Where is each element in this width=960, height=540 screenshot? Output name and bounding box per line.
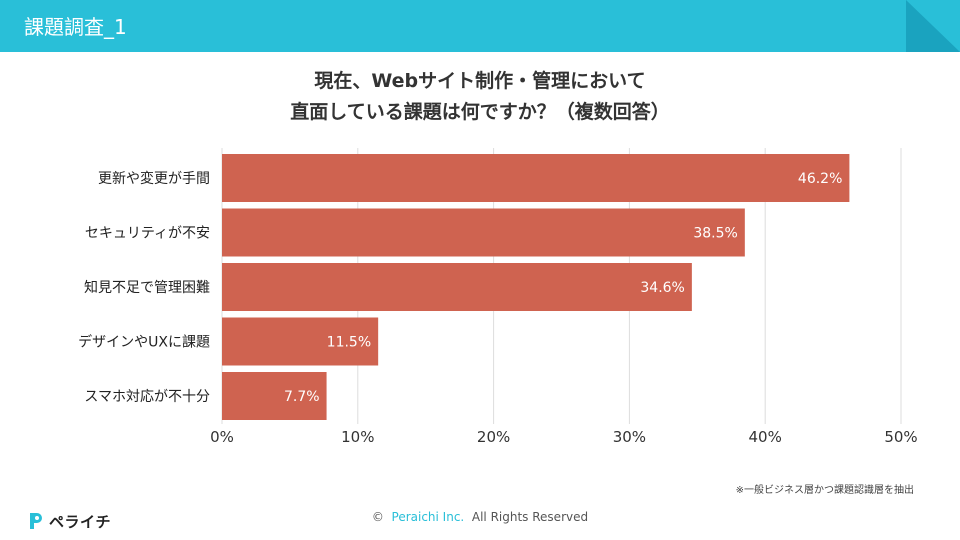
bar — [222, 154, 850, 202]
x-tick-label: 0% — [210, 428, 234, 446]
copyright-symbol: © — [371, 510, 384, 524]
chart-title-line-2: 直面している課題は何ですか？（複数回答） — [290, 101, 670, 123]
peraichi-p-icon — [30, 513, 42, 529]
category-label: スマホ対応が不十分 — [84, 389, 210, 405]
x-tick-label: 20% — [477, 428, 510, 446]
x-tick-label: 10% — [341, 428, 374, 446]
value-label: 38.5% — [693, 226, 737, 242]
value-label: 11.5% — [327, 335, 371, 351]
x-tick-label: 40% — [749, 428, 782, 446]
footer-copyright: © Peraichi Inc. All Rights Reserved — [0, 510, 960, 524]
footer-rights: All Rights Reserved — [471, 510, 589, 524]
bar — [222, 317, 379, 366]
footer-company-link[interactable]: Peraichi Inc. — [391, 510, 465, 524]
footnote: ※一般ビジネス層かつ課題認識層を抽出 — [735, 485, 914, 496]
category-label: デザインやUXに課題 — [78, 334, 210, 351]
category-label: 更新や変更が手間 — [98, 170, 210, 187]
value-label: 46.2% — [798, 171, 842, 187]
x-tick-label: 30% — [613, 428, 646, 446]
logo-text: ペライチ — [49, 512, 112, 531]
chart-title-line-1: 現在、Webサイト制作・管理において — [314, 70, 646, 92]
bar — [222, 208, 745, 257]
header-bar: 課題調査_1 — [0, 0, 960, 52]
slide-title: 課題調査_1 — [24, 15, 127, 39]
value-label: 34.6% — [640, 280, 684, 296]
header-corner-decoration — [906, 0, 960, 52]
chart-title: 現在、Webサイト制作・管理において 直面している課題は何ですか？（複数回答） — [0, 66, 960, 128]
bar — [222, 263, 692, 311]
category-label: 知見不足で管理困難 — [84, 279, 210, 296]
bar — [222, 372, 327, 420]
peraichi-logo: ペライチ — [28, 510, 111, 532]
bar-chart: 0% 10% 20% 30% 40% 50% 更新や変更が手間 46.2% セキュリティが不安 3… — [78, 148, 918, 446]
value-label: 7.7% — [284, 389, 320, 405]
x-tick-label: 50% — [884, 428, 917, 446]
category-label: セキュリティが不安 — [85, 226, 210, 242]
